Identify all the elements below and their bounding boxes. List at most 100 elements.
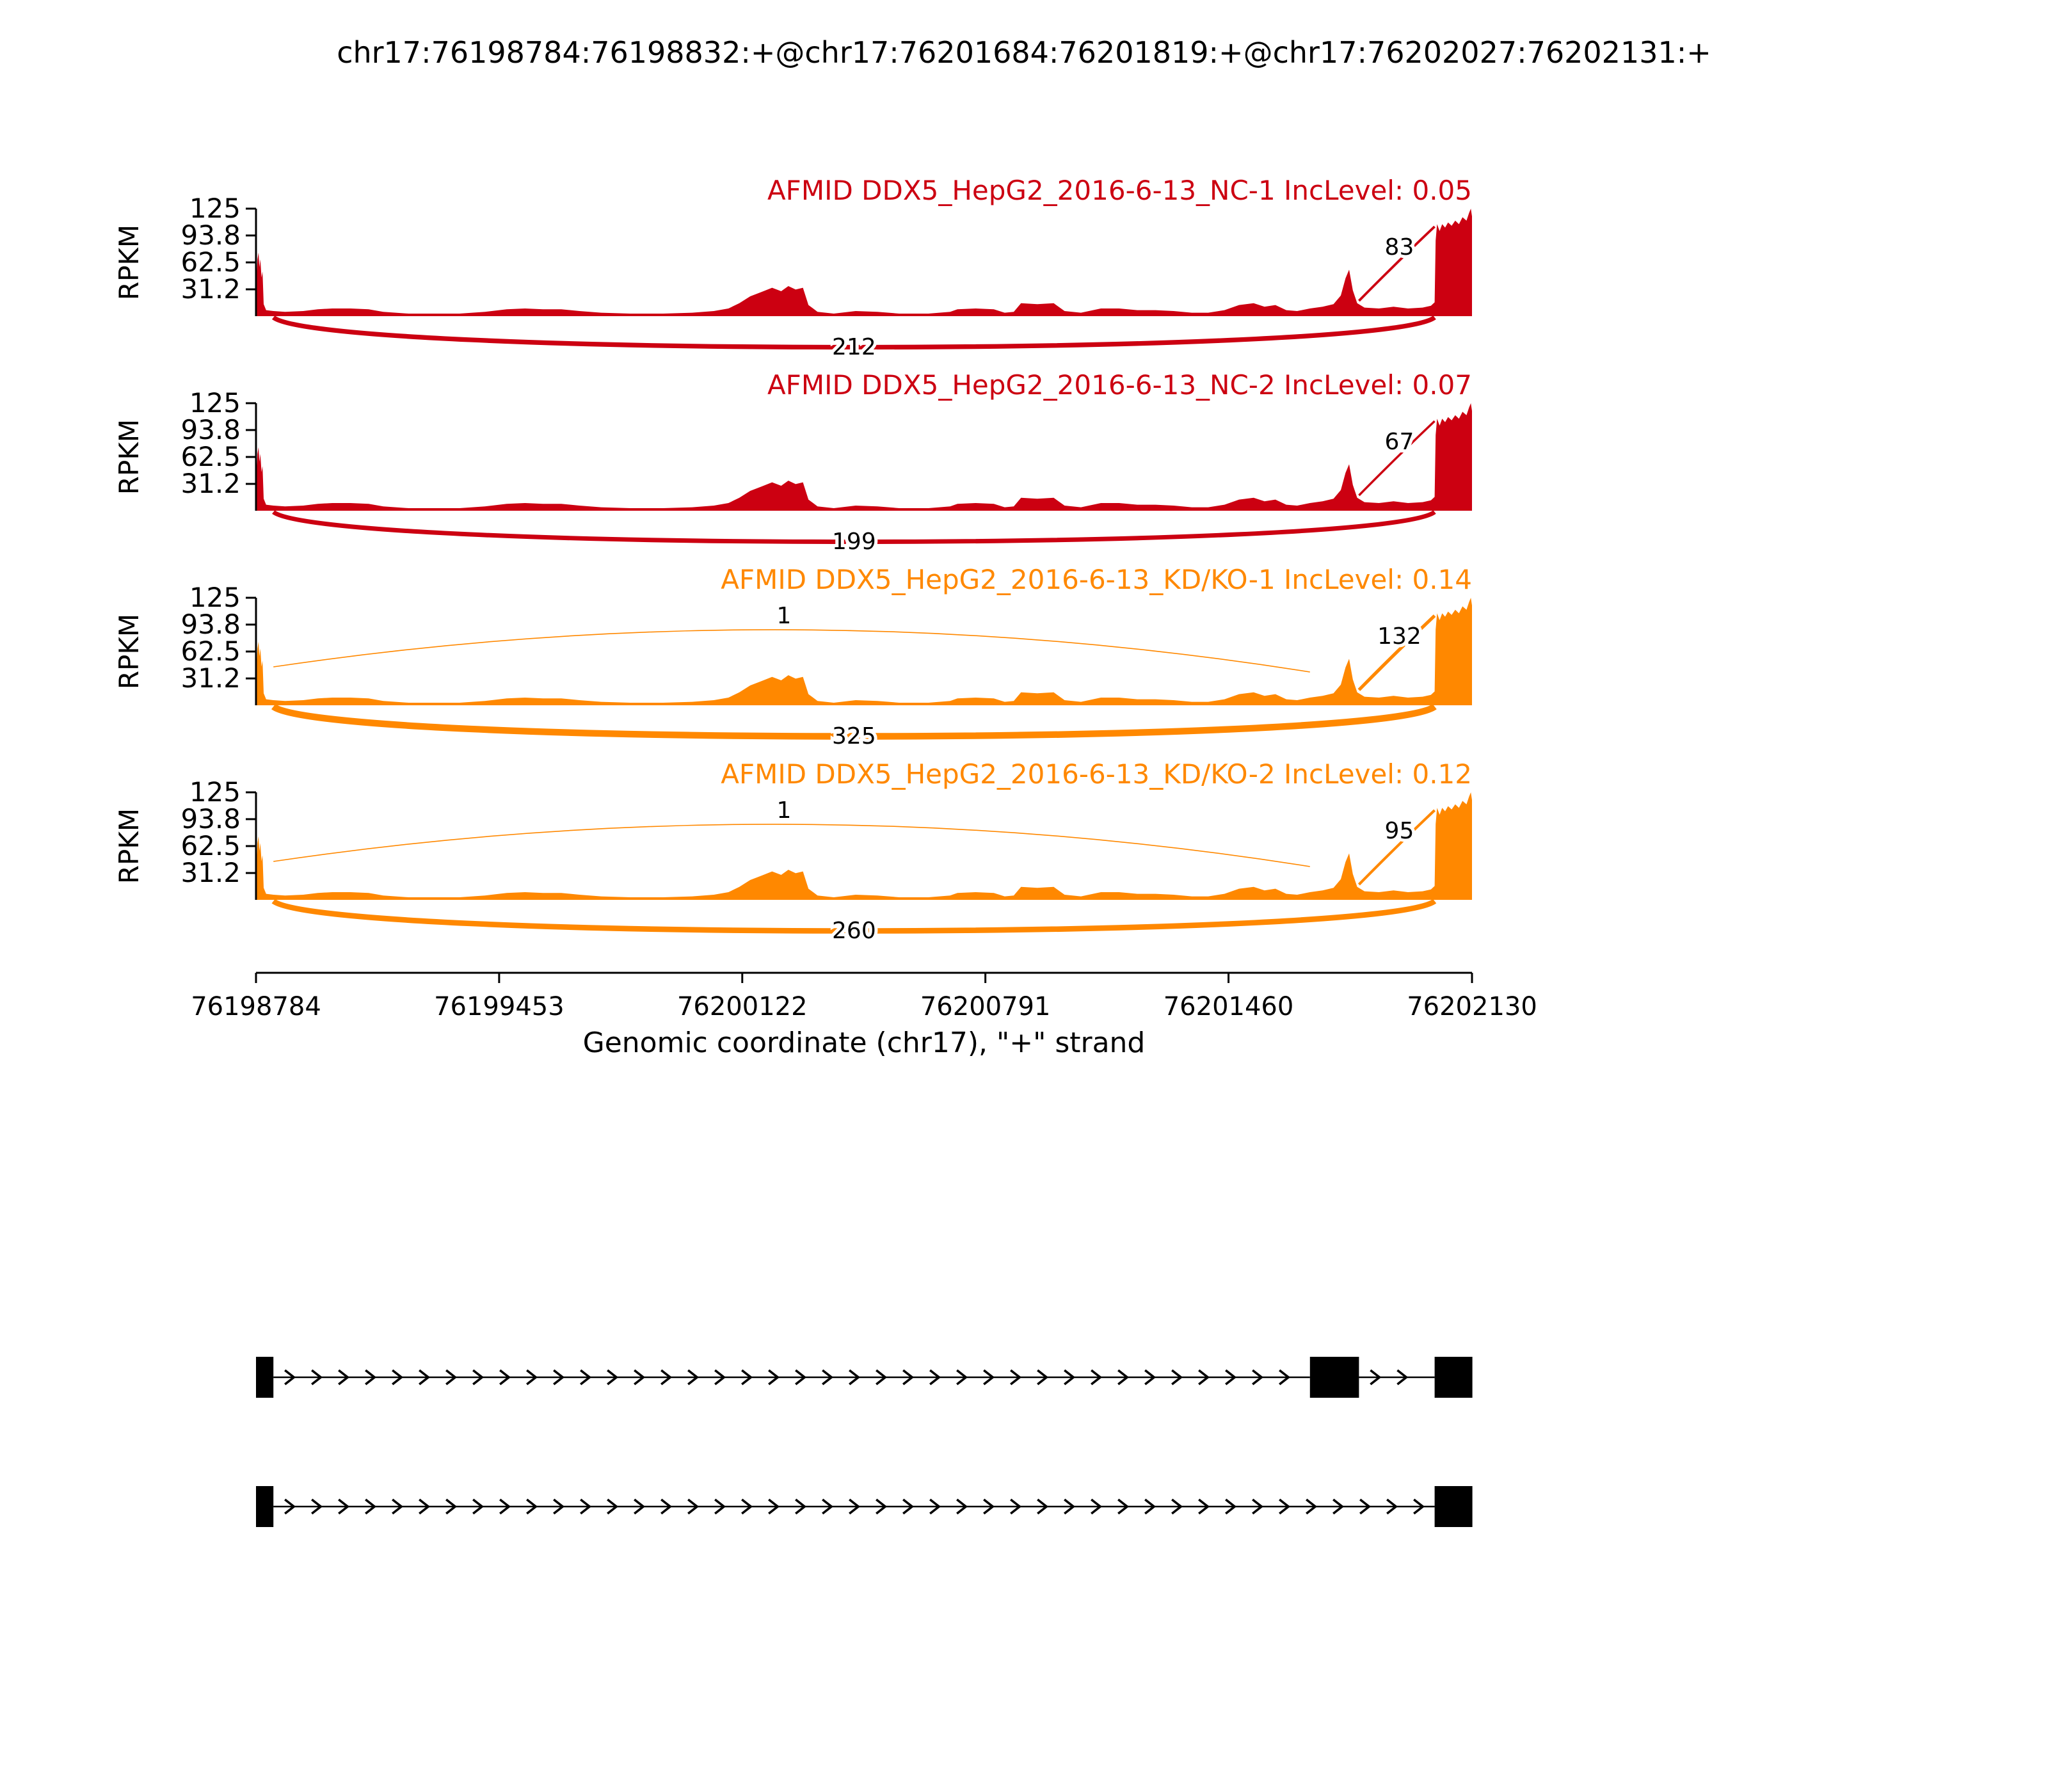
intron-chevron-icon [1064,1498,1076,1515]
coverage-area [256,209,1472,316]
intron-chevron-icon [526,1498,538,1515]
intron-chevron-icon [445,1369,458,1386]
coverage-area [256,598,1472,705]
intron-chevron-icon [687,1498,700,1515]
intron-chevron-icon [1171,1498,1183,1515]
junction-count-label: 325 [832,723,876,749]
exon-box [256,1357,274,1398]
intron-chevron-icon [741,1369,753,1386]
intron-chevron-icon [660,1498,673,1515]
intron-chevron-icon [338,1369,350,1386]
junction-arc [271,899,1437,934]
intron-chevron-icon [1279,1498,1291,1515]
intron-chevron-icon [499,1498,511,1515]
intron-chevron-icon [714,1498,726,1515]
intron-chevron-icon [1225,1498,1237,1515]
intron-chevron-icon [876,1498,888,1515]
intron-chevron-icon [1306,1498,1318,1515]
junction-arc [273,824,1310,867]
intron-chevron-icon [1359,1498,1372,1515]
intron-chevron-icon [1010,1369,1022,1386]
intron-chevron-icon [1037,1369,1049,1386]
intron-chevron-icon [1279,1369,1291,1386]
intron-chevron-icon [768,1369,780,1386]
junction-count-label: 260 [832,918,876,944]
x-axis: 76198784 76199453 76200122 76200791 76201460… [191,972,1537,1059]
junction-arc [1358,225,1436,302]
intron-chevron-icon [795,1498,807,1515]
transcript-1 [256,1357,1473,1398]
intron-chevron-icon [714,1369,726,1386]
exon-box [1434,1357,1473,1398]
y-tick-label: 31.2 [180,468,241,499]
junction-arc [271,703,1437,740]
intron-chevron-icon [1171,1369,1183,1386]
intron-chevron-icon [902,1498,915,1515]
intron-chevron-icon [1064,1369,1076,1386]
intron-chevron-icon [365,1369,377,1386]
y-tick-label: 31.2 [180,273,241,305]
x-tick-label: 76198784 [191,992,321,1021]
intron-chevron-icon [1370,1369,1382,1386]
track-title: AFMID DDX5_HepG2_2016-6-13_KD/KO-2 IncLe… [721,758,1472,790]
y-tick-label: 62.5 [180,441,241,472]
intron-chevron-icon [822,1369,834,1386]
intron-chevron-icon [1413,1498,1425,1515]
intron-chevron-icon [311,1369,323,1386]
y-tick-label: 93.8 [180,609,241,640]
x-tick-label: 76200791 [920,992,1051,1021]
intron-chevron-icon [1225,1369,1237,1386]
junction-arc [271,315,1436,350]
exon-box [256,1486,274,1527]
junction-arc [1357,809,1436,886]
junction-count-label: 83 [1385,234,1414,260]
y-tick-label: 31.2 [180,662,241,694]
intron-chevron-icon [1396,1369,1409,1386]
track-title: AFMID DDX5_HepG2_2016-6-13_NC-1 IncLevel… [767,175,1472,206]
y-tick-label: 62.5 [180,830,241,861]
intron-chevron-icon [284,1498,296,1515]
coverage-area [256,792,1472,900]
intron-chevron-icon [660,1369,673,1386]
junction-count-label: 95 [1385,818,1414,844]
junction-arc [1358,420,1436,497]
intron-chevron-icon [1198,1498,1210,1515]
intron-chevron-icon [902,1369,915,1386]
y-tick-label: 62.5 [180,246,241,278]
intron-chevron-icon [1252,1369,1264,1386]
junction-count-label: 199 [832,529,876,555]
exon-box [1309,1357,1359,1398]
x-tick-label: 76202130 [1407,992,1537,1021]
y-tick-label: 31.2 [180,857,241,888]
intron-chevron-icon [634,1498,646,1515]
y-tick-label: 93.8 [180,803,241,835]
junction-count-label: 132 [1377,623,1421,650]
intron-chevron-icon [956,1369,968,1386]
intron-chevron-icon [1117,1498,1130,1515]
intron-chevron-icon [741,1498,753,1515]
y-tick-label: 93.8 [180,220,241,251]
y-tick-label: 125 [189,582,241,613]
intron-chevron-icon [607,1498,619,1515]
intron-chevron-icon [338,1498,350,1515]
intron-chevron-icon [876,1369,888,1386]
y-axis-title: RPKM [113,808,145,884]
intron-chevron-icon [849,1498,861,1515]
exon-box [1434,1486,1473,1527]
figure-title: chr17:76198784:76198832:+@chr17:76201684… [337,37,1711,70]
y-axis-title: RPKM [113,419,145,495]
intron-chevron-icon [956,1498,968,1515]
junction-count-label: 67 [1385,429,1414,455]
intron-chevron-icon [983,1498,995,1515]
intron-chevron-icon [1144,1369,1156,1386]
intron-chevron-icon [419,1498,431,1515]
y-tick-label: 125 [189,387,241,419]
intron-chevron-icon [419,1369,431,1386]
intron-chevron-icon [1037,1498,1049,1515]
track-title: AFMID DDX5_HepG2_2016-6-13_KD/KO-1 IncLe… [721,564,1472,595]
intron-chevron-icon [392,1498,404,1515]
